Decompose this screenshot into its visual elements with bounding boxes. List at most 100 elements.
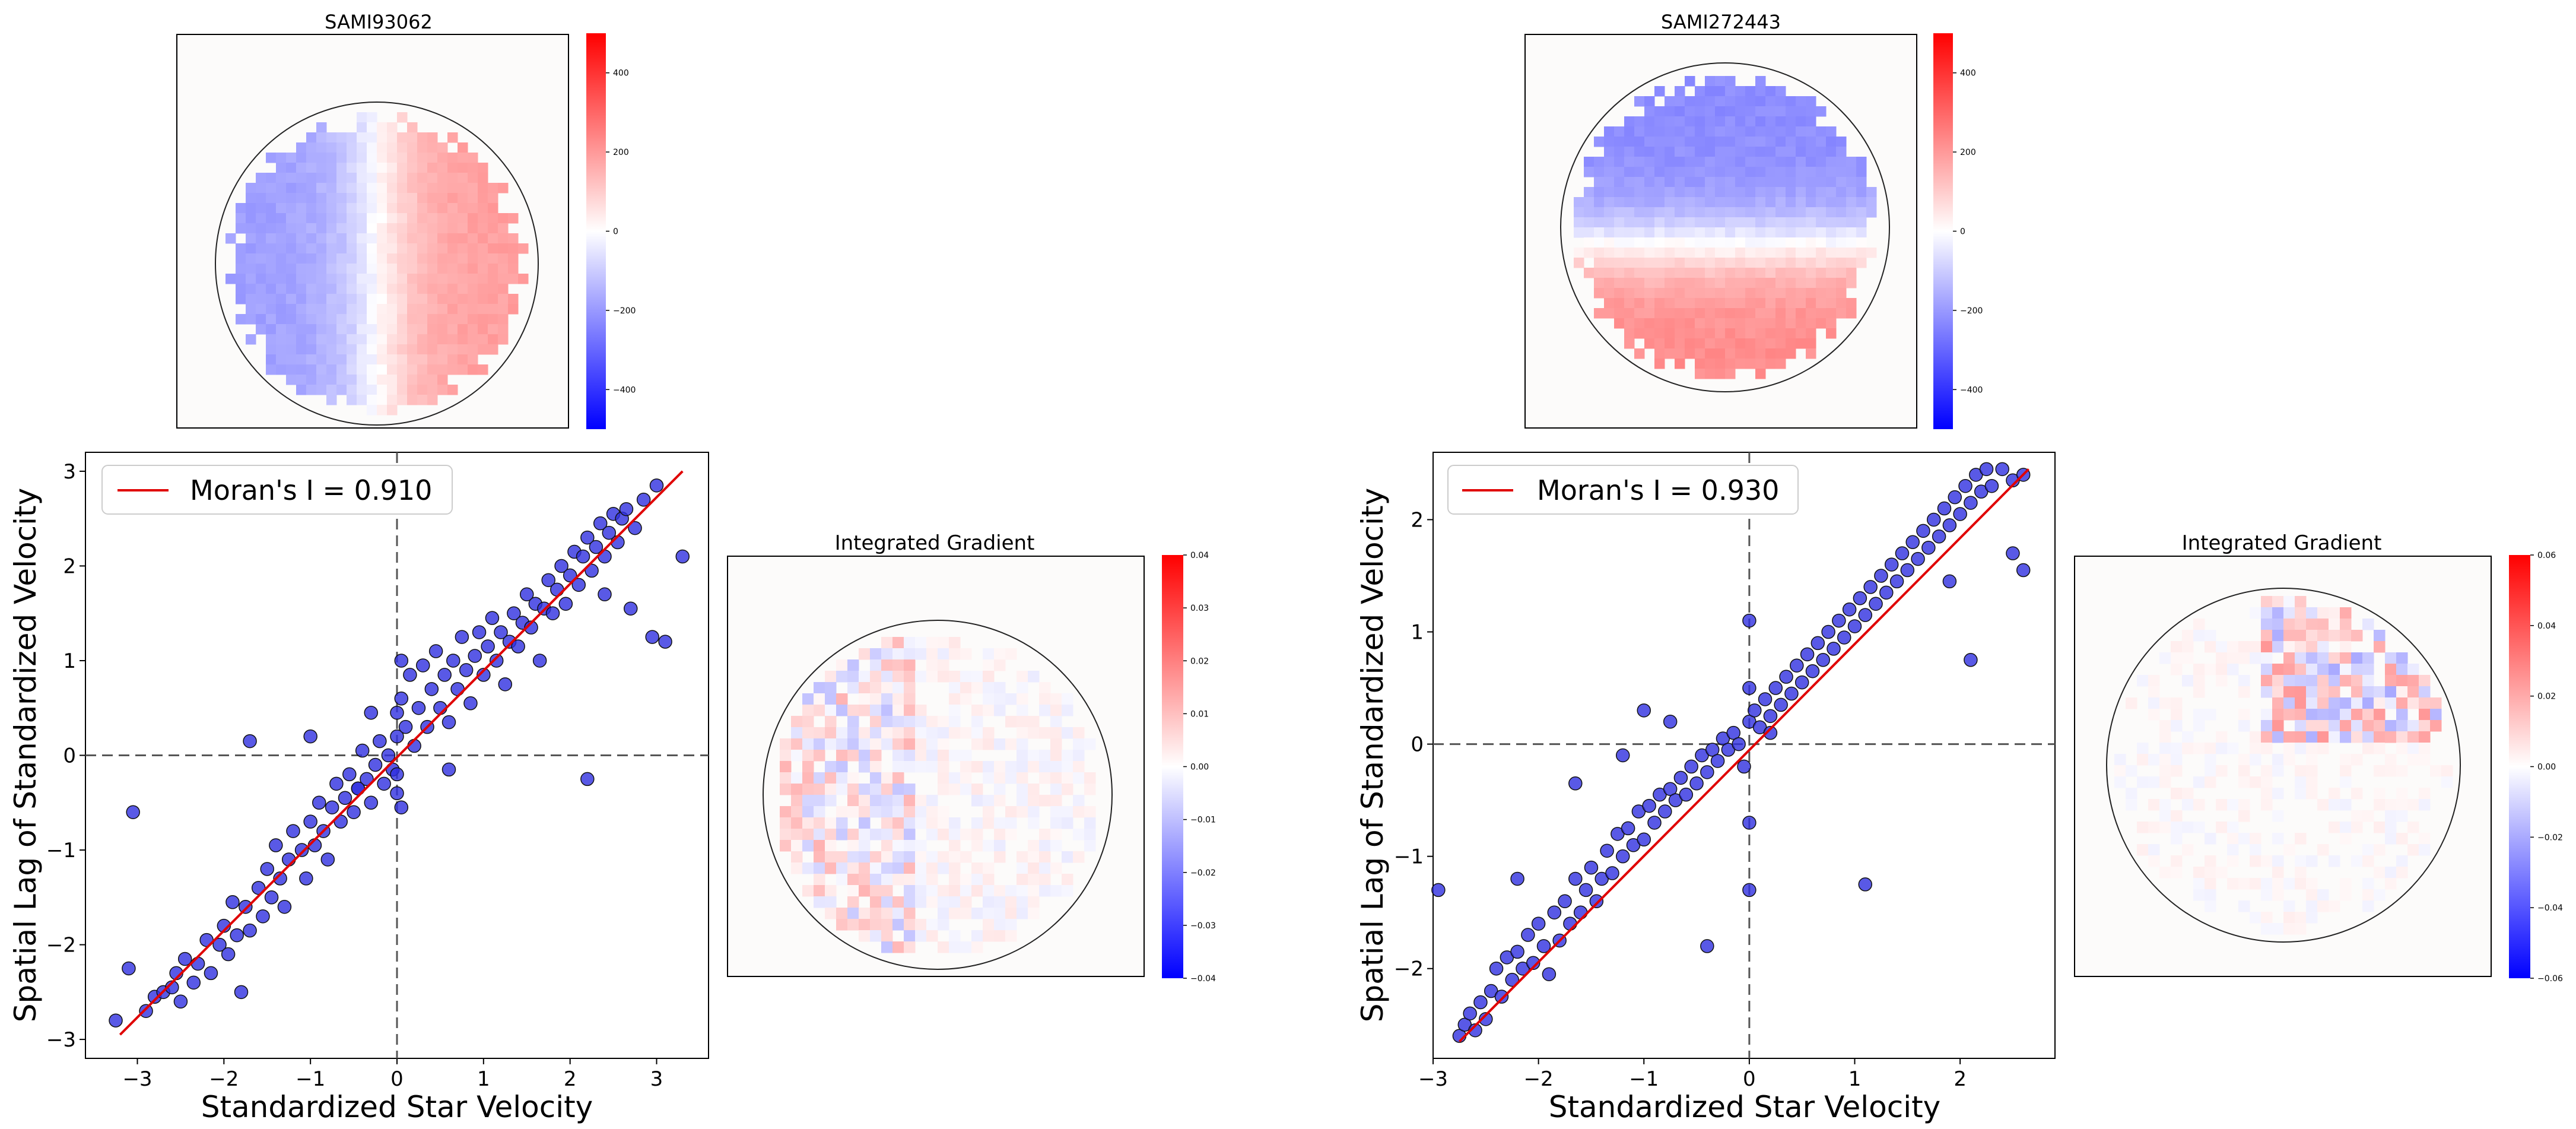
- colorbar-tick-label: −0.02: [1190, 868, 1216, 878]
- map-pixel: [1675, 157, 1685, 167]
- map-pixel: [859, 784, 871, 795]
- map-pixel: [1675, 227, 1685, 238]
- map-pixel: [1856, 207, 1867, 218]
- map-pixel: [825, 795, 837, 807]
- map-pixel: [2351, 630, 2363, 642]
- map-pixel: [306, 274, 317, 284]
- map-pixel: [1735, 126, 1746, 137]
- map-pixel: [2216, 731, 2228, 743]
- scatter-point: [394, 654, 409, 668]
- map-pixel: [2159, 731, 2171, 743]
- colorbar-tick-label: 0.02: [2537, 692, 2556, 702]
- map-pixel: [825, 908, 837, 919]
- map-pixel: [347, 324, 357, 335]
- map-pixel: [1735, 308, 1746, 319]
- map-pixel: [1039, 705, 1051, 716]
- map-pixel: [1028, 885, 1040, 897]
- map-pixel: [488, 274, 498, 284]
- map-pixel: [836, 738, 848, 750]
- scatter-point: [437, 668, 452, 682]
- x-tick-label: 0: [390, 1067, 404, 1091]
- scatter-point: [320, 852, 335, 867]
- legend-label: Moran's I = 0.930: [1537, 474, 1779, 506]
- map-pixel: [326, 193, 337, 204]
- map-pixel: [336, 334, 347, 345]
- map-pixel: [2261, 731, 2273, 743]
- map-pixel: [1675, 308, 1685, 319]
- map-pixel: [266, 344, 277, 355]
- scatter-point: [1911, 551, 1925, 566]
- map-pixel: [2329, 799, 2340, 811]
- map-pixel: [1796, 328, 1806, 339]
- map-pixel: [1816, 288, 1827, 299]
- map-pixel: [2114, 754, 2126, 766]
- map-pixel: [387, 233, 398, 244]
- map-pixel: [1775, 197, 1786, 208]
- map-pixel: [1725, 227, 1736, 238]
- map-pixel: [2295, 878, 2307, 890]
- map-pixel: [1796, 106, 1806, 117]
- map-pixel: [447, 284, 458, 294]
- map-pixel: [2193, 664, 2205, 676]
- map-pixel: [1634, 207, 1645, 218]
- map-pixel: [397, 183, 408, 194]
- map-pixel: [983, 817, 995, 829]
- map-pixel: [1695, 86, 1705, 97]
- map-pixel: [881, 862, 893, 874]
- y-tick-label: 3: [63, 460, 76, 484]
- map-pixel: [870, 806, 882, 818]
- map-pixel: [1786, 258, 1796, 268]
- map-pixel: [1644, 197, 1655, 208]
- map-pixel: [397, 304, 408, 315]
- scatter-fit: [119, 470, 684, 1036]
- map-pixel: [2205, 630, 2216, 642]
- map-pixel: [1624, 288, 1635, 299]
- map-pixel: [1775, 137, 1786, 147]
- map-pixel: [2295, 675, 2307, 687]
- map-pixel: [447, 193, 458, 204]
- map-pixel: [1826, 137, 1837, 147]
- map-pixel: [1786, 106, 1796, 117]
- map-pixel: [971, 840, 983, 852]
- map-pixel: [2362, 720, 2374, 732]
- map-pixel: [915, 874, 927, 886]
- map-pixel: [1654, 268, 1665, 278]
- map-pixel: [427, 183, 438, 194]
- map-pixel: [417, 233, 428, 244]
- scatter-point: [1521, 928, 1535, 942]
- map-pixel: [478, 364, 488, 375]
- map-pixel: [468, 284, 478, 294]
- map-pixel: [468, 183, 478, 194]
- map-pixel: [256, 304, 266, 315]
- map-pixel: [2283, 731, 2295, 743]
- map-pixel: [1084, 829, 1096, 841]
- map-pixel: [316, 153, 327, 163]
- scatter-point: [1526, 956, 1540, 971]
- map-pixel: [1634, 288, 1645, 299]
- map-pixel: [1654, 298, 1665, 309]
- map-pixel: [1675, 348, 1685, 359]
- map-pixel: [1685, 278, 1695, 288]
- map-pixel: [1594, 137, 1605, 147]
- map-pixel: [1644, 126, 1655, 137]
- map-pixel: [802, 840, 814, 852]
- map-pixel: [847, 682, 859, 694]
- map-pixel: [1634, 197, 1645, 208]
- map-pixel: [336, 142, 347, 153]
- map-pixel: [1796, 137, 1806, 147]
- map-pixel: [1695, 96, 1705, 107]
- map-pixel: [1705, 157, 1716, 167]
- map-pixel: [1005, 817, 1017, 829]
- map-pixel: [1745, 147, 1756, 157]
- map-pixel: [347, 163, 357, 173]
- map-pixel: [1806, 137, 1816, 147]
- map-pixel: [1624, 318, 1635, 329]
- map-pixel: [2261, 889, 2273, 901]
- map-pixel: [892, 896, 904, 908]
- map-pixel: [1624, 197, 1635, 208]
- map-pixel: [1685, 207, 1695, 218]
- map-pixel: [1050, 817, 1062, 829]
- map-pixel: [1725, 137, 1736, 147]
- map-pixel: [1715, 167, 1726, 177]
- map-pixel: [1604, 258, 1615, 268]
